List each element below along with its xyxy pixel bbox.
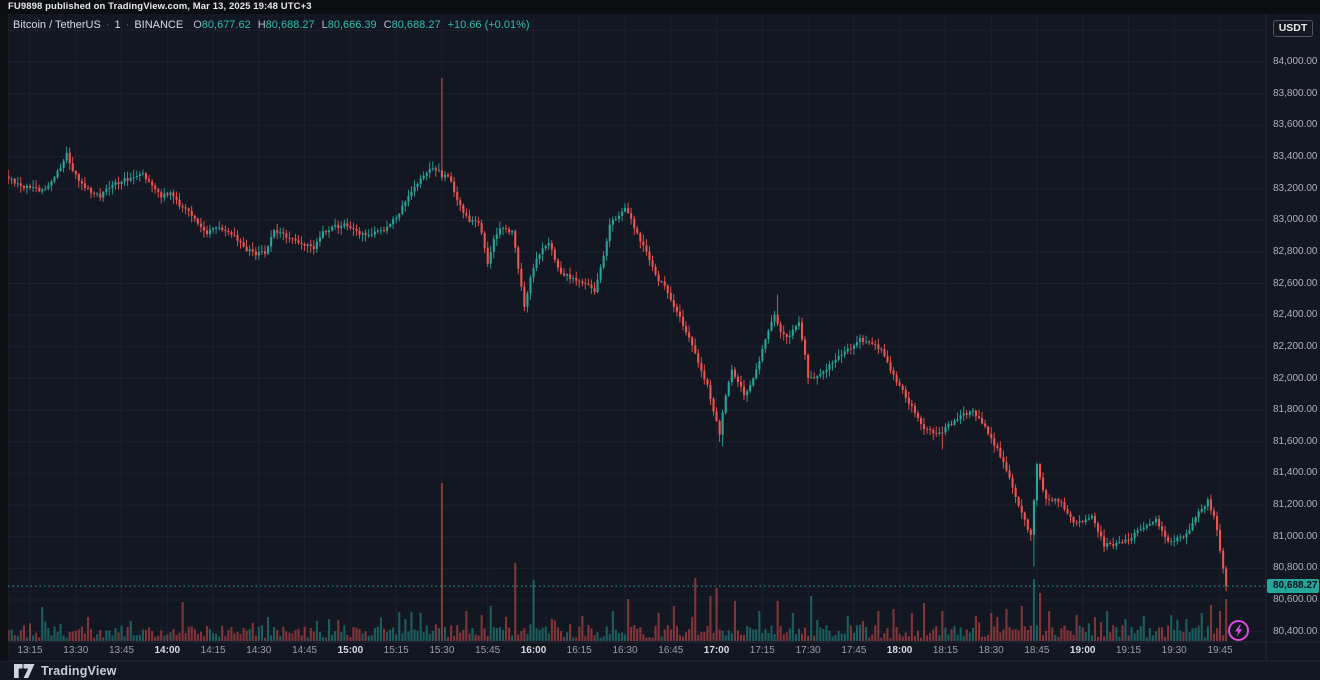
time-axis-label: 18:45 xyxy=(1024,645,1050,656)
time-axis-label: 17:00 xyxy=(703,645,730,656)
time-axis-label: 19:45 xyxy=(1207,645,1233,656)
time-axis-label: 17:45 xyxy=(841,645,867,656)
price-axis-label: 83,000.00 xyxy=(1273,214,1318,226)
price-axis-label: 81,600.00 xyxy=(1273,435,1318,447)
price-axis-label: 81,400.00 xyxy=(1273,467,1318,479)
time-axis-label: 19:00 xyxy=(1069,645,1096,656)
legend-separator: · xyxy=(125,19,130,31)
tradingview-logo-icon xyxy=(14,664,35,678)
price-axis-label: 82,400.00 xyxy=(1273,309,1318,321)
time-axis-label: 13:30 xyxy=(63,645,89,656)
time-axis-label: 13:45 xyxy=(108,645,135,656)
time-axis-label: 17:15 xyxy=(749,645,775,656)
price-axis-label: 82,200.00 xyxy=(1273,340,1318,352)
price-axis-label: 83,800.00 xyxy=(1273,87,1318,99)
time-axis-label: 19:15 xyxy=(1115,645,1142,656)
high-value: 80,688.27 xyxy=(265,19,315,31)
time-axis-label: 17:30 xyxy=(795,645,821,656)
interval-label[interactable]: 1 xyxy=(114,19,121,31)
price-axis-label: 83,400.00 xyxy=(1273,150,1318,162)
time-axis-label: 19:30 xyxy=(1161,645,1187,656)
ohlc-values: O80,677.62 H80,688.27 L80,666.39 C80,688… xyxy=(193,19,440,31)
price-axis-label: 80,600.00 xyxy=(1273,594,1318,605)
open-label: O xyxy=(193,19,202,31)
high-label: H xyxy=(257,19,266,31)
price-axis-label: 82,600.00 xyxy=(1273,277,1318,289)
tradingview-logo-text: TradingView xyxy=(41,664,117,678)
time-axis-label: 16:00 xyxy=(520,645,547,656)
price-axis-label: 82,800.00 xyxy=(1273,245,1318,257)
close-label: C xyxy=(383,19,392,31)
boost-badge[interactable] xyxy=(1228,620,1249,641)
price-axis-label: 81,800.00 xyxy=(1273,404,1318,416)
symbol-name[interactable]: Bitcoin / TetherUS xyxy=(13,19,101,31)
time-axis-label: 16:45 xyxy=(658,645,684,656)
time-axis-label: 16:30 xyxy=(612,645,638,656)
time-axis-label: 15:00 xyxy=(337,645,364,656)
time-axis-label: 14:45 xyxy=(292,645,318,656)
time-axis-label: 15:15 xyxy=(383,645,409,656)
price-axis-label: 82,000.00 xyxy=(1273,372,1318,384)
attribution-bar: FU9898 published on TradingView.com, Mar… xyxy=(0,0,1320,14)
low-value: 80,666.39 xyxy=(327,19,377,31)
time-axis-label: 14:30 xyxy=(246,645,272,656)
price-axis[interactable]: 84,000.00 83,800.00 83,600.00 83,400.00 83,2… xyxy=(1266,14,1320,642)
close-value: 80,688.27 xyxy=(391,19,441,31)
price-axis-label: 83,600.00 xyxy=(1273,119,1318,131)
last-price-label: 80,688.27 xyxy=(1267,579,1319,593)
low-label: L xyxy=(321,19,328,31)
price-axis-label: 84,000.00 xyxy=(1273,56,1318,67)
lightning-icon xyxy=(1235,624,1243,637)
price-axis-label: 80,800.00 xyxy=(1273,562,1318,574)
currency-toggle-button[interactable]: USDT xyxy=(1273,20,1313,37)
open-value: 80,677.62 xyxy=(201,19,251,31)
time-axis-label: 16:15 xyxy=(566,645,592,656)
time-axis[interactable]: 13:15 13:30 13:45 14:00 14:15 14:30 14:45 15:00… xyxy=(0,642,1320,661)
time-axis-label: 18:00 xyxy=(886,645,913,656)
price-axis-label: 80,400.00 xyxy=(1273,625,1318,637)
price-axis-label: 81,200.00 xyxy=(1273,499,1318,511)
time-axis-label: 15:45 xyxy=(475,645,501,656)
legend-separator: · xyxy=(105,19,110,31)
time-axis-label: 18:30 xyxy=(978,645,1004,656)
left-margin xyxy=(0,14,8,661)
tradingview-branding[interactable]: TradingView xyxy=(14,662,117,680)
time-axis-label: 15:30 xyxy=(429,645,455,656)
time-axis-label: 13:15 xyxy=(17,645,43,656)
change-value: +10.66 (+0.01%) xyxy=(447,19,530,31)
time-axis-label: 18:15 xyxy=(932,645,958,656)
attribution-text: FU9898 published on TradingView.com, Mar… xyxy=(8,1,312,12)
time-axis-label: 14:15 xyxy=(200,645,226,656)
time-axis-label: 14:00 xyxy=(154,645,181,656)
exchange-label: BINANCE xyxy=(134,19,184,31)
price-axis-label: 83,200.00 xyxy=(1273,182,1318,194)
symbol-legend[interactable]: Bitcoin / TetherUS · 1 · BINANCE O80,677… xyxy=(13,19,530,31)
price-axis-label: 81,000.00 xyxy=(1273,530,1318,542)
